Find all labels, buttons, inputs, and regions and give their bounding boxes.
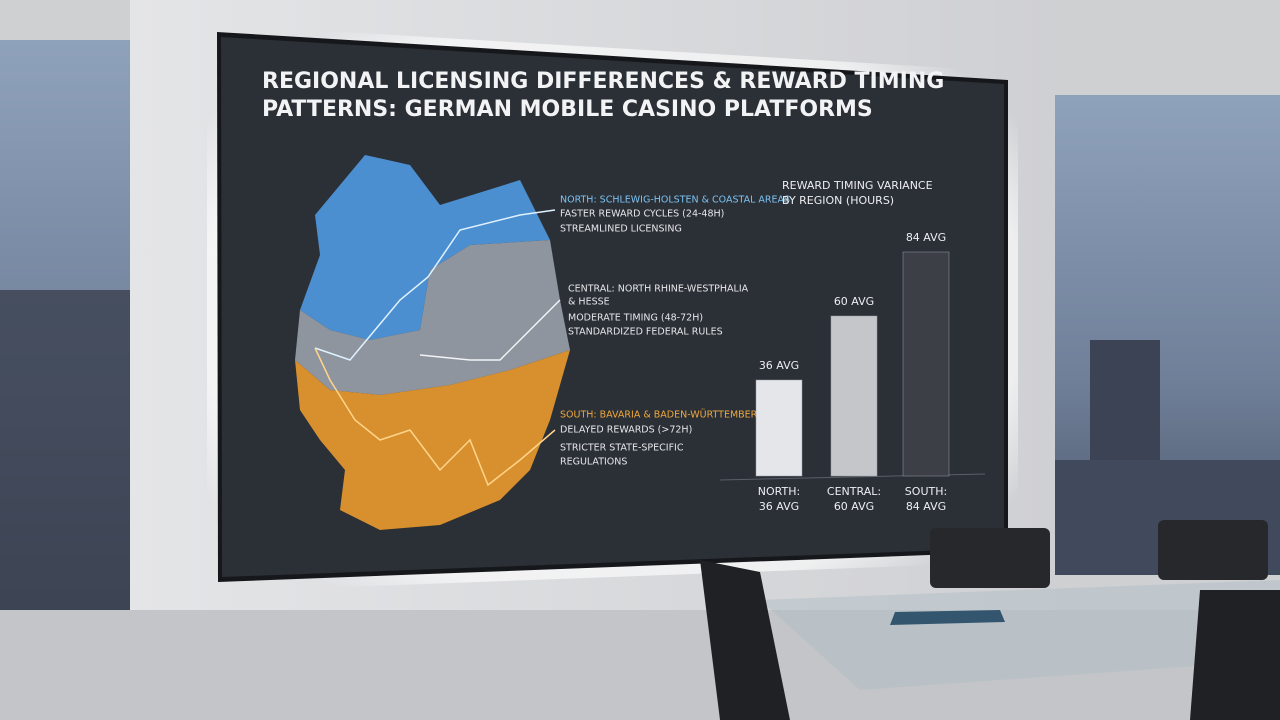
map-path-north <box>314 209 556 361</box>
x-tick-label: SOUTH: <box>905 485 947 498</box>
region-line: DELAYED REWARDS (>72H) <box>560 425 692 436</box>
region-heading: NORTH: SCHLEWIG-HOLSTEN & COASTAL AREAS <box>560 195 790 206</box>
value-label: 60 AVG <box>834 295 874 308</box>
map-path-central <box>419 299 561 361</box>
map-north <box>300 155 550 340</box>
floor <box>0 610 1280 720</box>
x-tick-sublabel: 36 AVG <box>759 500 799 513</box>
bar <box>830 315 878 477</box>
region-heading: SOUTH: BAVARIA & BADEN-WÜRTTEMBERG <box>560 410 765 421</box>
region-line: & HESSE <box>568 297 610 308</box>
value-label: 84 AVG <box>906 231 946 244</box>
table <box>760 580 1280 690</box>
chair <box>1158 520 1268 580</box>
x-tick-label: NORTH: <box>758 485 800 498</box>
bar <box>755 379 803 477</box>
value-label: 36 AVG <box>759 359 799 372</box>
region-line: REGULATIONS <box>560 457 627 468</box>
map-path-south <box>314 347 556 487</box>
chair <box>930 528 1050 588</box>
bar <box>902 251 950 477</box>
tablet <box>890 610 1005 625</box>
region-line: STANDARDIZED FEDERAL RULES <box>568 327 723 338</box>
map-south <box>295 350 570 530</box>
region-line: STREAMLINED LICENSING <box>560 224 682 235</box>
x-tick-sublabel: 60 AVG <box>834 500 874 513</box>
screen-title: PATTERNS: GERMAN MOBILE CASINO PLATFORMS <box>262 97 873 122</box>
region-line: MODERATE TIMING (48-72H) <box>568 313 703 324</box>
chart-title: REWARD TIMING VARIANCE <box>782 179 933 192</box>
chair-front <box>700 560 790 720</box>
region-heading: CENTRAL: NORTH RHINE-WESTPHALIA <box>568 284 749 295</box>
x-tick-sublabel: 84 AVG <box>906 500 946 513</box>
city-left <box>0 290 130 610</box>
region-line: STRICTER STATE-SPECIFIC <box>560 443 684 454</box>
region-line: FASTER REWARD CYCLES (24-48H) <box>560 209 724 220</box>
map-central <box>295 240 570 395</box>
screen-title: REGIONAL LICENSING DIFFERENCES & REWARD … <box>262 69 944 94</box>
x-tick-label: CENTRAL: <box>827 485 881 498</box>
chart-title: BY REGION (HOURS) <box>782 194 894 207</box>
chair-front <box>1190 590 1280 720</box>
